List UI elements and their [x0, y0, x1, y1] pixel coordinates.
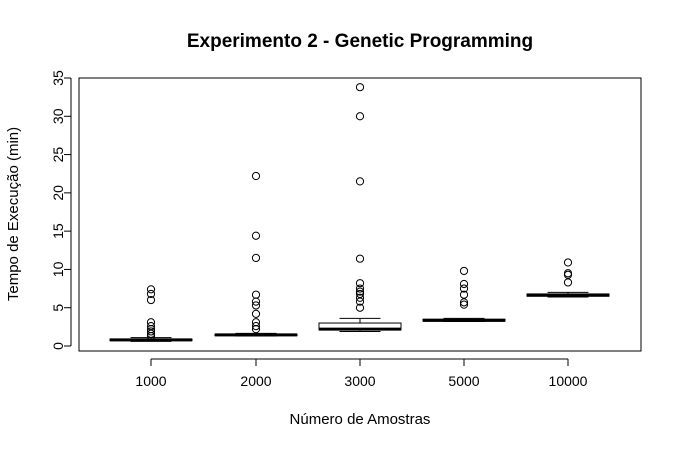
- x-tick-label: 3000: [344, 373, 375, 389]
- outlier-point: [251, 321, 261, 331]
- outlier-point: [251, 231, 261, 240]
- chart-title: Experimento 2 - Genetic Programming: [187, 31, 533, 52]
- x-axis-label: Número de Amostras: [290, 411, 431, 428]
- outlier-point: [251, 253, 261, 263]
- boxes-group: [109, 83, 610, 342]
- box-3000: [318, 83, 402, 332]
- box-10000: [526, 258, 610, 298]
- outlier-point: [146, 285, 156, 294]
- outlier-point: [146, 331, 156, 341]
- outlier-point: [459, 300, 469, 309]
- outlier-point: [146, 295, 156, 305]
- outlier-point: [355, 287, 365, 296]
- box-5000: [422, 266, 506, 322]
- box-2000: [214, 171, 298, 337]
- y-tick-label: 35: [50, 70, 66, 86]
- y-axis-label: Tempo de Execução (min): [5, 127, 22, 301]
- x-tick-label: 10000: [549, 373, 588, 389]
- outlier-point: [251, 301, 261, 310]
- y-tick-label: 15: [50, 223, 66, 239]
- y-axis: 0 5 10 15 20 25 30 35: [50, 70, 72, 350]
- outlier-point: [146, 289, 156, 299]
- outlier-point: [355, 83, 365, 92]
- outlier-point: [355, 177, 365, 186]
- x-tick-label: 1000: [135, 373, 166, 389]
- outlier-point: [563, 258, 573, 267]
- outlier-point: [355, 297, 365, 306]
- outlier-point: [355, 303, 365, 312]
- outlier-point: [251, 309, 261, 318]
- y-tick-label: 10: [50, 261, 66, 277]
- outlier-point: [459, 279, 469, 289]
- outlier-point: [459, 298, 469, 307]
- outlier-point: [563, 278, 573, 287]
- outlier-point: [355, 254, 365, 263]
- y-tick-label: 0: [50, 342, 66, 350]
- box-1000: [109, 285, 193, 342]
- outlier-point: [251, 325, 261, 334]
- outlier-point: [251, 171, 261, 181]
- x-axis: 1000 2000 3000 5000 10000: [135, 358, 588, 389]
- outlier-point: [146, 329, 156, 338]
- y-tick-label: 5: [50, 304, 66, 312]
- x-tick-label: 5000: [448, 373, 479, 389]
- y-tick-label: 30: [50, 108, 66, 124]
- outlier-point: [251, 297, 261, 306]
- y-tick-label: 20: [50, 185, 66, 201]
- outlier-point: [355, 279, 365, 288]
- outlier-point: [355, 112, 365, 121]
- y-tick-label: 25: [50, 147, 66, 163]
- outlier-point: [459, 284, 469, 293]
- outlier-point: [459, 266, 469, 276]
- x-tick-label: 2000: [240, 373, 271, 389]
- outlier-point: [355, 284, 365, 293]
- outlier-point: [146, 327, 156, 336]
- plot-frame: [78, 77, 642, 352]
- outlier-point: [251, 290, 261, 299]
- outlier-point: [355, 293, 365, 302]
